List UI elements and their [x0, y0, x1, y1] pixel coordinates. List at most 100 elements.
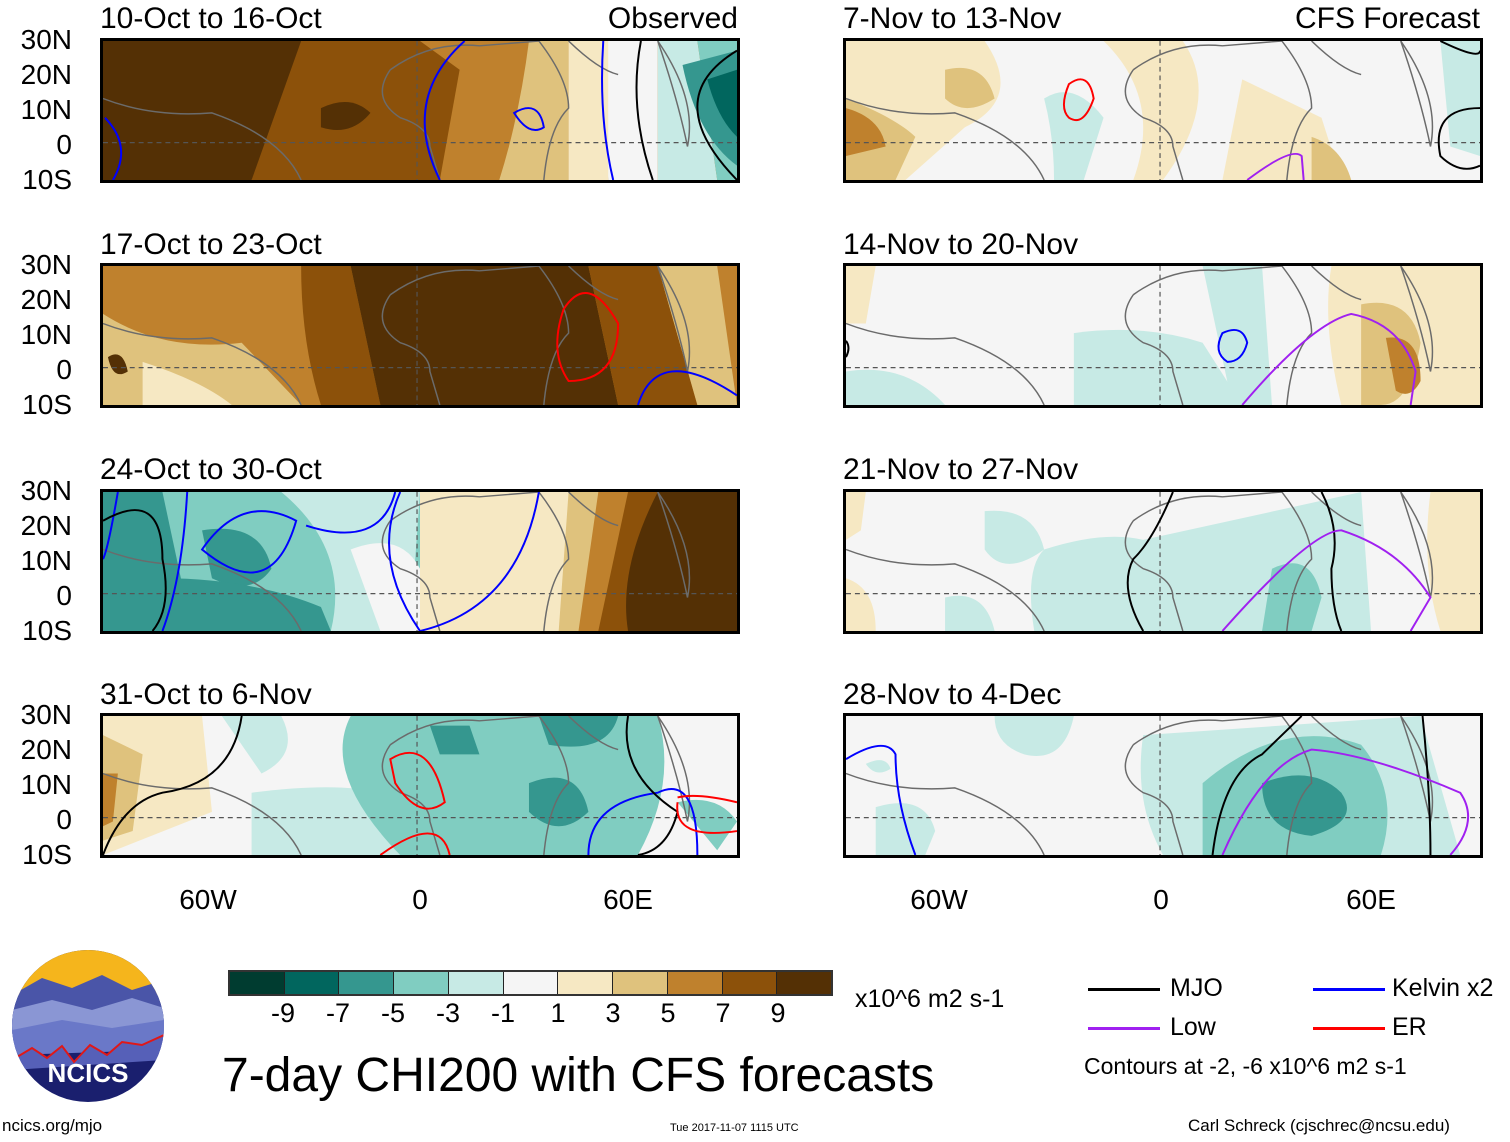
- lat-tick-label: 10S: [22, 164, 72, 195]
- lat-tick-label: 30N: [20, 699, 72, 730]
- colorbar: [228, 970, 833, 996]
- anomaly-region: [103, 41, 312, 180]
- map: [843, 713, 1483, 858]
- lon-tick-label: 0: [412, 884, 428, 915]
- colorbar-swatch: [394, 972, 449, 994]
- wave-contour: [104, 117, 123, 180]
- footer-credit: Carl Schreck (cjschrec@ncsu.edu): [1188, 1116, 1450, 1135]
- colorbar-tick-label: 1: [550, 998, 566, 1028]
- anomaly-region: [162, 578, 331, 631]
- lon-tick-label: 60W: [179, 884, 237, 915]
- lat-tick-label: 10S: [22, 615, 72, 646]
- anomaly-region: [626, 492, 737, 631]
- anomaly-region: [538, 716, 619, 747]
- legend-label-mjo: MJO: [1170, 974, 1223, 1002]
- wave-contour: [635, 41, 654, 180]
- coastline: [103, 41, 691, 180]
- anomaly-region: [420, 492, 579, 631]
- anomaly-region: [528, 777, 589, 827]
- colorbar-tick-label: -3: [435, 998, 460, 1028]
- panel-title: 24-Oct to 30-Oct: [100, 453, 322, 486]
- wave-contour: [846, 744, 917, 855]
- map: [843, 38, 1483, 183]
- lon-tick-label: 0: [1153, 884, 1169, 915]
- panel-title: 31-Oct to 6-Nov: [100, 678, 312, 711]
- wave-contour: [305, 492, 397, 534]
- map: [843, 263, 1483, 408]
- observed-label: Observed: [607, 2, 738, 35]
- anomaly-region: [846, 578, 876, 631]
- colorbar-tick-label: -1: [490, 998, 515, 1028]
- legend-label-kelvin: Kelvin x2: [1392, 974, 1494, 1002]
- colorbar-tick-label: 3: [605, 998, 621, 1028]
- contours-note: Contours at -2, -6 x10^6 m2 s-1: [1084, 1053, 1407, 1079]
- colorbar-swatch: [339, 972, 395, 994]
- colorbar-swatch: [558, 972, 614, 994]
- lat-tick-label: 0: [56, 580, 72, 611]
- lon-tick-label: 60W: [910, 884, 968, 915]
- anomaly-region: [1044, 92, 1104, 180]
- anomaly-region: [846, 108, 886, 157]
- wave-contour: [587, 788, 699, 855]
- colorbar-swatch: [448, 972, 504, 994]
- lat-tick-label: 10N: [20, 319, 72, 350]
- coastline: [846, 266, 1434, 405]
- lat-tick-label: 10N: [20, 545, 72, 576]
- coastline: [846, 716, 1434, 855]
- map: [100, 38, 740, 183]
- anomaly-region: [350, 543, 420, 631]
- panel-title: 21-Nov to 27-Nov: [843, 453, 1079, 486]
- legend-line-er: [1313, 1027, 1385, 1030]
- colorbar-swatch: [613, 972, 668, 994]
- anomaly-region: [301, 266, 381, 405]
- colorbar-swatch: [777, 972, 832, 994]
- panel-title: 14-Nov to 20-Nov: [843, 228, 1079, 261]
- lon-tick-label: 60E: [1346, 884, 1396, 915]
- colorbar-units: x10^6 m2 s-1: [855, 985, 1005, 1013]
- wave-contour: [512, 107, 545, 131]
- map: [843, 489, 1483, 634]
- ncics-logo: NCICS: [12, 950, 164, 1102]
- anomaly-region: [994, 716, 1074, 756]
- wave-contour: [103, 716, 243, 855]
- wave-contour: [389, 751, 446, 810]
- anomaly-region: [945, 67, 995, 109]
- coastline: [103, 266, 691, 405]
- wave-contour: [1320, 492, 1343, 631]
- lat-tick-label: 10S: [22, 839, 72, 870]
- colorbar-swatch: [503, 972, 559, 994]
- wave-contour: [601, 41, 615, 180]
- wave-contour: [1439, 41, 1480, 55]
- lat-tick-label: 0: [56, 804, 72, 835]
- colorbar-swatch: [722, 972, 778, 994]
- footer-url[interactable]: ncics.org/mjo: [2, 1116, 103, 1135]
- wave-contour: [103, 509, 167, 631]
- anomaly-region: [865, 760, 891, 773]
- map: [100, 713, 740, 858]
- anomaly-region: [1440, 41, 1480, 157]
- wave-contour: [676, 794, 737, 834]
- wave-contour: [419, 492, 540, 631]
- wave-contour: [1421, 716, 1432, 855]
- anomaly-region: [945, 595, 995, 631]
- wave-contour: [1437, 107, 1480, 170]
- lat-tick-label: 20N: [20, 284, 72, 315]
- coastline: [103, 492, 691, 631]
- anomaly-region: [342, 716, 665, 855]
- lat-tick-label: 10S: [22, 389, 72, 420]
- lat-tick-label: 30N: [20, 249, 72, 280]
- legend-line-kelvin: [1313, 988, 1385, 991]
- anomaly-region: [707, 69, 737, 137]
- lat-tick-label: 30N: [20, 24, 72, 55]
- wave-contour: [636, 370, 737, 405]
- colorbar-tick-label: -9: [270, 998, 295, 1028]
- figure-title: 7-day CHI200 with CFS forecasts: [222, 1049, 935, 1102]
- anomaly-region: [1262, 775, 1347, 836]
- lat-tick-label: 20N: [20, 510, 72, 541]
- wave-contour: [846, 340, 850, 358]
- anomaly-region: [875, 803, 936, 855]
- coastline: [103, 716, 691, 855]
- anomaly-region: [1103, 41, 1199, 180]
- anomaly-region: [1202, 266, 1272, 405]
- wave-contour: [1126, 492, 1174, 631]
